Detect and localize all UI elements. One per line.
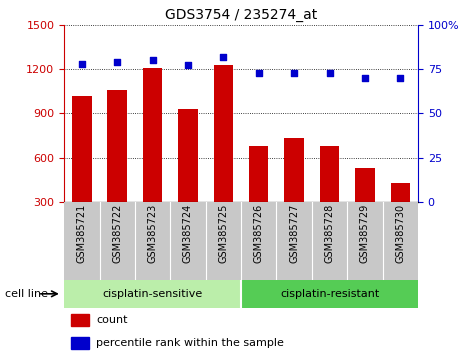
Point — [184, 63, 192, 68]
Text: percentile rank within the sample: percentile rank within the sample — [96, 338, 284, 348]
Bar — [71, 314, 89, 326]
Text: count: count — [96, 315, 127, 325]
Point — [290, 70, 298, 75]
Bar — [178, 109, 198, 246]
Point — [361, 75, 369, 81]
Text: GSM385730: GSM385730 — [395, 204, 405, 263]
Bar — [143, 68, 162, 246]
Point — [255, 70, 263, 75]
Point — [397, 75, 404, 81]
Bar — [64, 280, 241, 308]
Bar — [72, 96, 92, 246]
Text: GSM385728: GSM385728 — [324, 204, 334, 263]
Text: GSM385723: GSM385723 — [148, 204, 158, 263]
Bar — [107, 90, 127, 246]
Bar — [241, 280, 418, 308]
Point — [114, 59, 121, 65]
Text: cisplatin-sensitive: cisplatin-sensitive — [103, 289, 203, 299]
Bar — [249, 146, 268, 246]
Text: GSM385729: GSM385729 — [360, 204, 370, 263]
Text: GSM385726: GSM385726 — [254, 204, 264, 263]
Text: GSM385724: GSM385724 — [183, 204, 193, 263]
Bar — [355, 168, 375, 246]
Text: GSM385721: GSM385721 — [77, 204, 87, 263]
Bar — [71, 337, 89, 349]
Point — [78, 61, 86, 67]
Bar — [390, 183, 410, 246]
Point — [149, 57, 156, 63]
Point — [326, 70, 333, 75]
Text: GSM385725: GSM385725 — [218, 204, 228, 263]
Text: GSM385727: GSM385727 — [289, 204, 299, 263]
Text: GSM385722: GSM385722 — [112, 204, 122, 263]
Bar — [214, 64, 233, 246]
Bar — [285, 138, 304, 246]
Text: cisplatin-resistant: cisplatin-resistant — [280, 289, 379, 299]
Point — [219, 54, 227, 59]
Title: GDS3754 / 235274_at: GDS3754 / 235274_at — [165, 8, 317, 22]
Text: cell line: cell line — [5, 289, 48, 299]
Bar — [320, 147, 339, 246]
